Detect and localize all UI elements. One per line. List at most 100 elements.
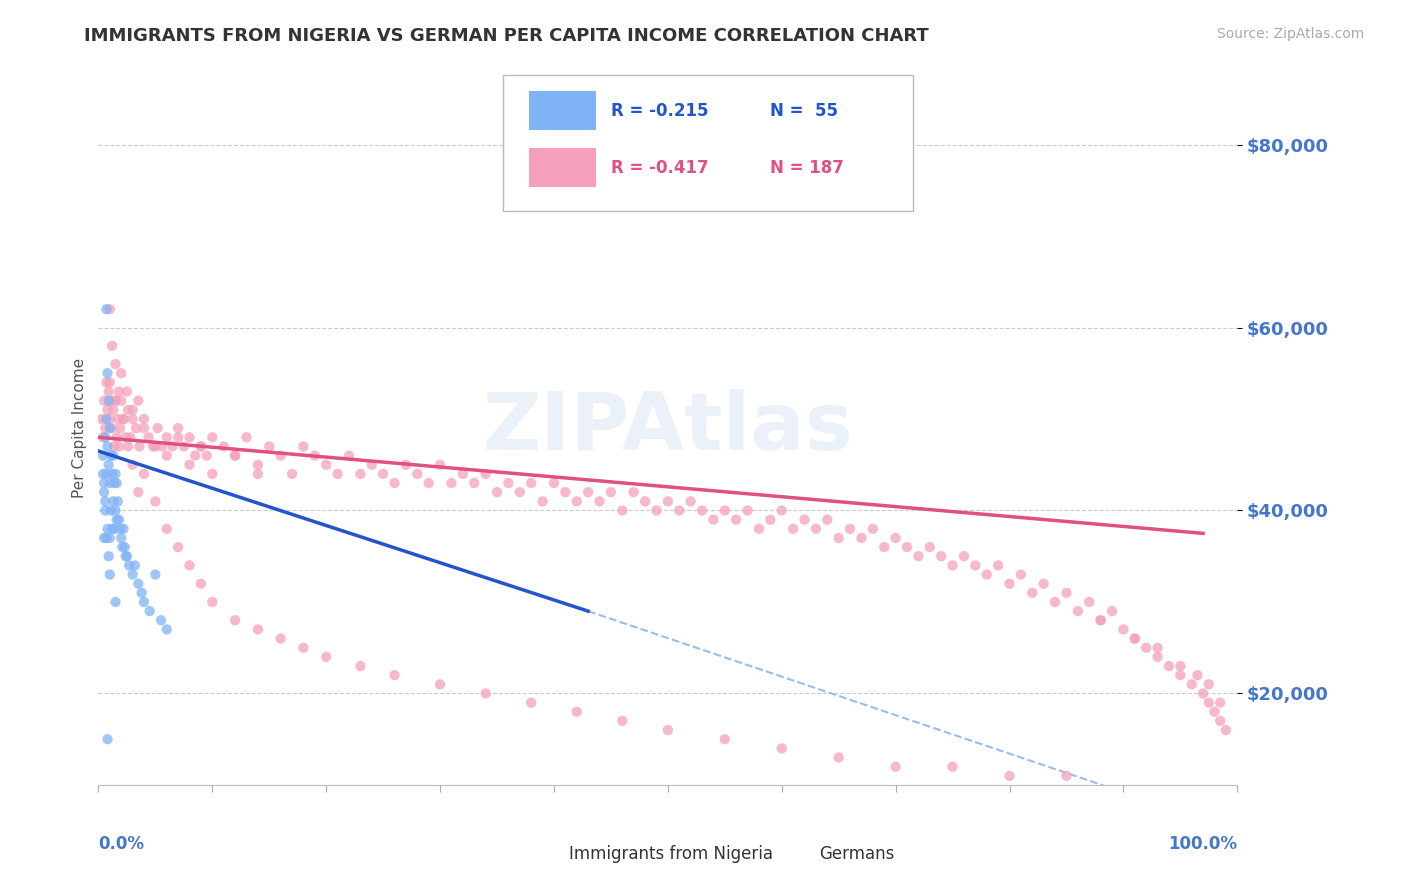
Point (98, 531, 121, 545)
Point (94, 503, 117, 517)
Point (121, 567, 143, 582)
Point (474, 686, 496, 700)
Point (554, 485, 576, 500)
Point (384, 476, 406, 491)
Point (127, 576, 149, 591)
Point (131, 586, 153, 600)
Point (1209, 696, 1232, 710)
Y-axis label: Per Capita Income: Per Capita Income (72, 358, 87, 499)
FancyBboxPatch shape (773, 838, 814, 869)
Point (142, 440, 165, 454)
Point (156, 449, 179, 463)
Point (190, 440, 212, 454)
Point (1146, 640, 1168, 655)
Point (96, 531, 118, 545)
Point (132, 412, 155, 426)
Point (93, 393, 115, 408)
Point (91, 449, 114, 463)
Point (105, 430, 128, 444)
Point (828, 531, 851, 545)
Text: IMMIGRANTS FROM NIGERIA VS GERMAN PER CAPITA INCOME CORRELATION CHART: IMMIGRANTS FROM NIGERIA VS GERMAN PER CA… (84, 27, 929, 45)
Point (224, 613, 246, 627)
Point (259, 440, 281, 454)
Point (98, 302, 121, 317)
Point (645, 503, 668, 517)
Point (884, 759, 907, 773)
Point (440, 476, 463, 491)
Point (108, 421, 131, 435)
Point (793, 513, 815, 527)
Point (115, 549, 138, 564)
Point (690, 503, 713, 517)
Point (395, 458, 418, 472)
FancyBboxPatch shape (529, 148, 596, 187)
Point (98, 421, 121, 435)
Point (146, 421, 169, 435)
Point (132, 421, 155, 435)
Point (156, 623, 179, 637)
Point (103, 440, 125, 454)
Point (138, 430, 160, 444)
Point (623, 485, 645, 500)
Text: 100.0%: 100.0% (1168, 835, 1237, 853)
Text: ZIPAtlas: ZIPAtlas (482, 389, 853, 467)
Point (145, 494, 167, 508)
Point (118, 558, 141, 573)
Point (828, 750, 851, 764)
Point (1032, 576, 1054, 591)
Text: Source: ZipAtlas.com: Source: ZipAtlas.com (1216, 27, 1364, 41)
Point (132, 595, 155, 609)
Point (96, 402, 118, 417)
Point (90, 412, 112, 426)
Point (104, 357, 127, 371)
Point (315, 458, 337, 472)
Point (103, 494, 125, 508)
Point (520, 696, 543, 710)
Point (384, 668, 406, 682)
Point (103, 402, 125, 417)
Point (103, 449, 125, 463)
Point (782, 522, 804, 536)
Point (121, 458, 143, 472)
Point (201, 430, 224, 444)
Point (179, 458, 201, 472)
Point (1021, 586, 1043, 600)
Point (93, 485, 115, 500)
Point (94, 494, 117, 508)
Point (190, 576, 212, 591)
Point (97, 384, 120, 399)
Point (1043, 595, 1066, 609)
Point (110, 366, 132, 380)
Point (195, 449, 218, 463)
Point (657, 494, 679, 508)
Point (190, 440, 212, 454)
Point (907, 549, 929, 564)
Point (103, 522, 125, 536)
Point (839, 522, 862, 536)
Point (862, 522, 884, 536)
Point (770, 503, 793, 517)
Point (702, 513, 724, 527)
Point (851, 531, 873, 545)
Point (156, 430, 179, 444)
Point (117, 402, 139, 417)
Point (98, 567, 121, 582)
Point (918, 540, 941, 554)
Point (150, 613, 173, 627)
Point (162, 440, 184, 454)
Point (100, 503, 122, 517)
Point (93, 476, 115, 491)
Point (612, 714, 634, 728)
Point (270, 449, 292, 463)
Text: N = 187: N = 187 (770, 159, 844, 177)
Point (520, 476, 543, 491)
Point (1209, 714, 1232, 728)
Point (770, 741, 793, 756)
Point (1054, 769, 1078, 783)
Point (104, 595, 127, 609)
Point (224, 449, 246, 463)
Point (896, 540, 918, 554)
Point (179, 430, 201, 444)
Point (114, 540, 136, 554)
Point (292, 640, 315, 655)
